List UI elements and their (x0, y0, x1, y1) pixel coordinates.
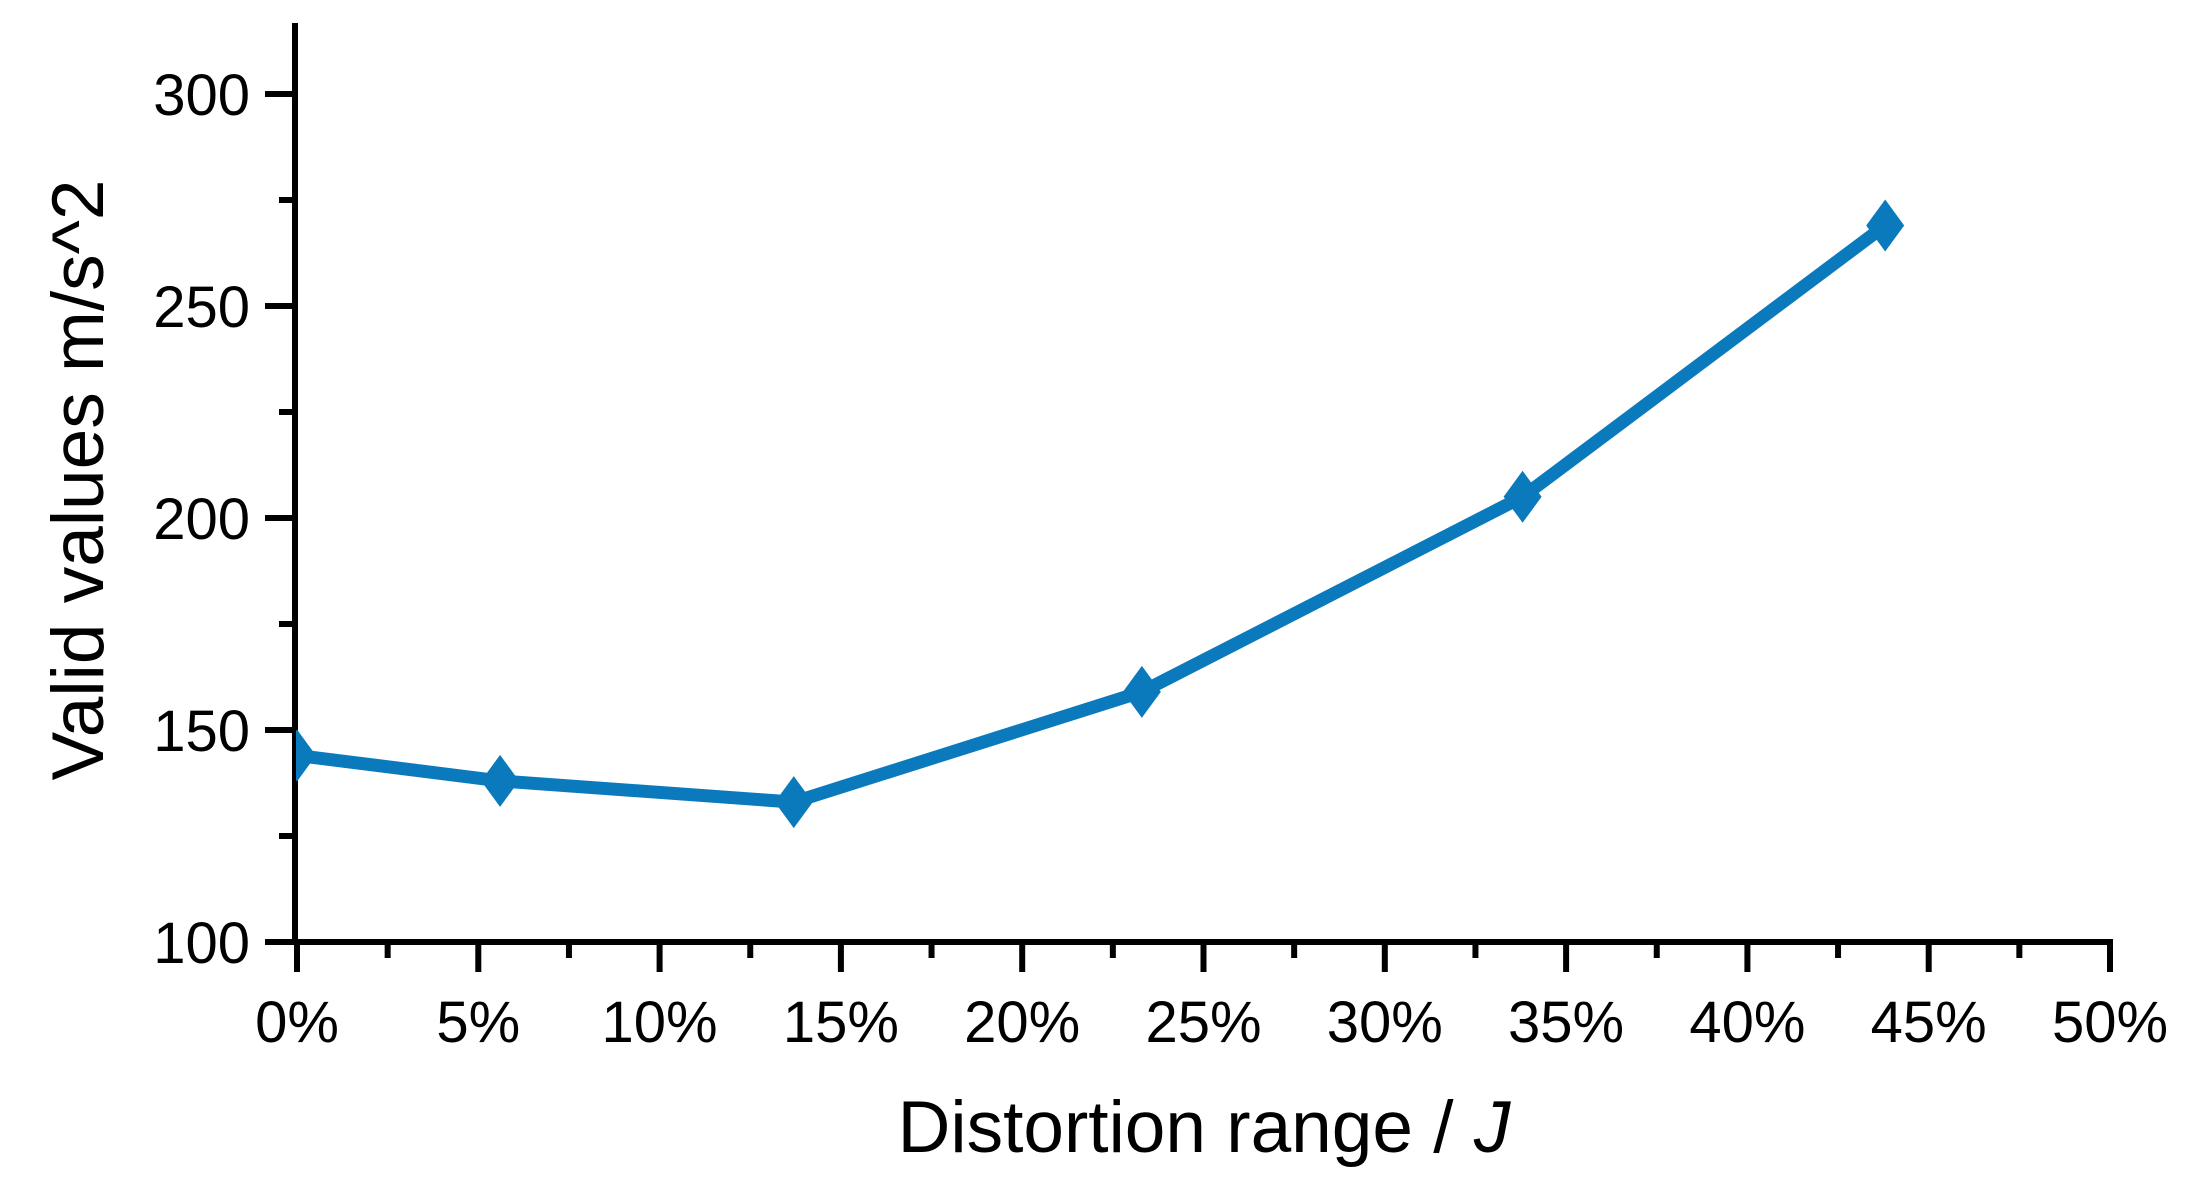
data-point-marker (1503, 470, 1542, 523)
data-series (296, 199, 1905, 829)
x-tick-label: 20% (964, 990, 1080, 1055)
x-tick-label: 40% (1689, 990, 1805, 1055)
axes: 100 150 200 250 300 0% 5% 10% 15% 20% 25% 30% 35% 40%… (153, 23, 2168, 1055)
x-tick-label: 25% (1145, 990, 1261, 1055)
x-tick-label: 30% (1327, 990, 1443, 1055)
x-tick-label: 15% (783, 990, 899, 1055)
y-tick-label: 150 (153, 699, 250, 764)
y-tick-label: 250 (153, 275, 250, 340)
x-tick-label: 35% (1508, 990, 1624, 1055)
data-point-marker (481, 754, 520, 807)
x-tick-label: 0% (255, 990, 339, 1055)
x-tick-label: 10% (602, 990, 718, 1055)
data-point-marker (1866, 199, 1905, 252)
y-tick-label: 200 (153, 487, 250, 552)
data-line (296, 220, 1890, 809)
x-axis-title-symbol: J (1473, 1087, 1512, 1168)
y-axis-title: Valid values m/s^2 (38, 180, 119, 781)
data-point-marker (1122, 665, 1161, 718)
y-tick-label: 100 (153, 911, 250, 976)
x-tick-label: 5% (436, 990, 520, 1055)
x-tick-label: 45% (1871, 990, 1987, 1055)
data-point-marker (296, 729, 316, 782)
x-tick-label: 50% (2052, 990, 2168, 1055)
x-axis-title: Distortion range / J (898, 1087, 1512, 1168)
data-point-marker (774, 776, 813, 829)
y-tick-label: 300 (153, 63, 250, 128)
